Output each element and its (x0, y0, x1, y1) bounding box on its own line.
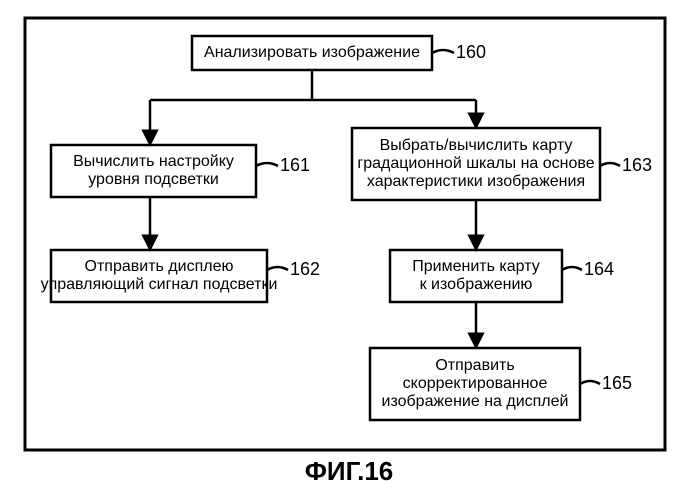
node-text-n164-0: Применить карту (412, 258, 539, 275)
ref-connector-3 (600, 163, 620, 166)
node-text-n165-0: Отправить (435, 357, 514, 374)
node-text-n160-0: Анализировать изображение (204, 44, 420, 61)
node-text-n161-0: Вычислить настройку (73, 153, 234, 170)
node-n165: Отправитьскорректированноеизображение на… (370, 348, 632, 420)
node-text-n165-1: скорректированное (403, 375, 548, 392)
ref-connector-0 (432, 50, 454, 53)
node-text-n163-0: Выбрать/вычислить карту (380, 137, 573, 154)
outer-frame (25, 18, 665, 450)
node-text-n165-2: изображение на дисплей (382, 393, 569, 410)
node-text-n162-1: управляющий сигнал подсветки (41, 276, 278, 293)
node-ref-n163: 163 (622, 155, 652, 175)
ref-connector-4 (562, 267, 582, 270)
node-text-n163-1: градационной шкалы на основе (357, 155, 594, 172)
node-n161: Вычислить настройкууровня подсветки 161 (51, 145, 310, 197)
node-text-n163-2: характеристики изображения (367, 173, 585, 190)
node-n164: Применить картук изображению 164 (390, 250, 614, 302)
figure-caption: ФИГ.16 (305, 456, 394, 486)
node-ref-n160: 160 (456, 42, 486, 62)
ref-connector-2 (267, 267, 288, 270)
node-text-n161-1: уровня подсветки (88, 171, 219, 188)
node-text-n164-1: к изображению (420, 276, 533, 293)
node-n160: Анализировать изображение 160 (192, 36, 486, 70)
node-text-n162-0: Отправить дисплею (85, 258, 234, 275)
ref-connector-1 (256, 163, 278, 166)
node-ref-n161: 161 (280, 155, 310, 175)
ref-connector-5 (580, 381, 600, 384)
node-n162: Отправить дисплеюуправляющий сигнал подс… (41, 250, 320, 302)
node-ref-n162: 162 (290, 259, 320, 279)
node-ref-n165: 165 (602, 373, 632, 393)
node-ref-n164: 164 (584, 259, 614, 279)
